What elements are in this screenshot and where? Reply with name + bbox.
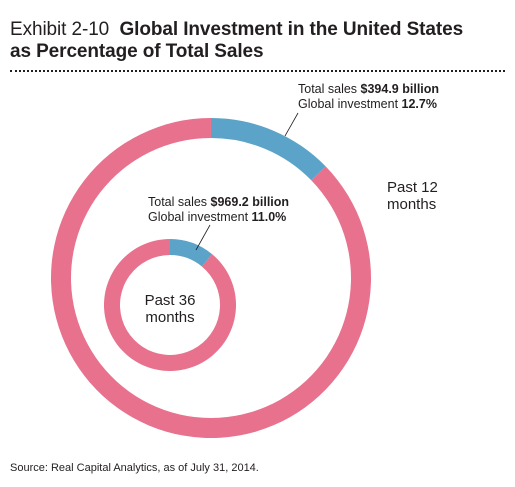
title-line-1: Global Investment in the United States bbox=[119, 19, 464, 40]
inner-total-sales-label: Total sales $969.2 billion bbox=[148, 195, 289, 209]
outer-ring bbox=[50, 118, 371, 439]
outer-ring-global-investment-arc bbox=[211, 118, 326, 181]
inner-ring-name-line-1: Past 36 bbox=[145, 292, 196, 309]
title-line-2: as Percentage of Total Sales bbox=[10, 41, 264, 62]
source-note: Source: Real Capital Analytics, as of Ju… bbox=[10, 462, 259, 474]
outer-ring-name-line-2: months bbox=[387, 196, 436, 213]
inner-ring-global-investment-arc bbox=[170, 239, 213, 267]
outer-investment-label: Global investment 12.7% bbox=[298, 97, 437, 111]
outer-leader-line bbox=[284, 112, 299, 137]
outer-total-sales-label: Total sales $394.9 billion bbox=[298, 82, 439, 96]
inner-ring-name-line-2: months bbox=[145, 309, 194, 326]
exhibit-number: Exhibit 2-10 bbox=[10, 19, 110, 40]
outer-ring-name-line-1: Past 12 bbox=[387, 179, 438, 196]
inner-leader-line bbox=[195, 224, 211, 251]
chart-title: Exhibit 2-10 Global Investment in the Un… bbox=[10, 19, 505, 63]
inner-investment-label: Global investment 11.0% bbox=[148, 210, 286, 224]
inner-ring bbox=[104, 239, 236, 371]
title-divider bbox=[10, 70, 505, 72]
